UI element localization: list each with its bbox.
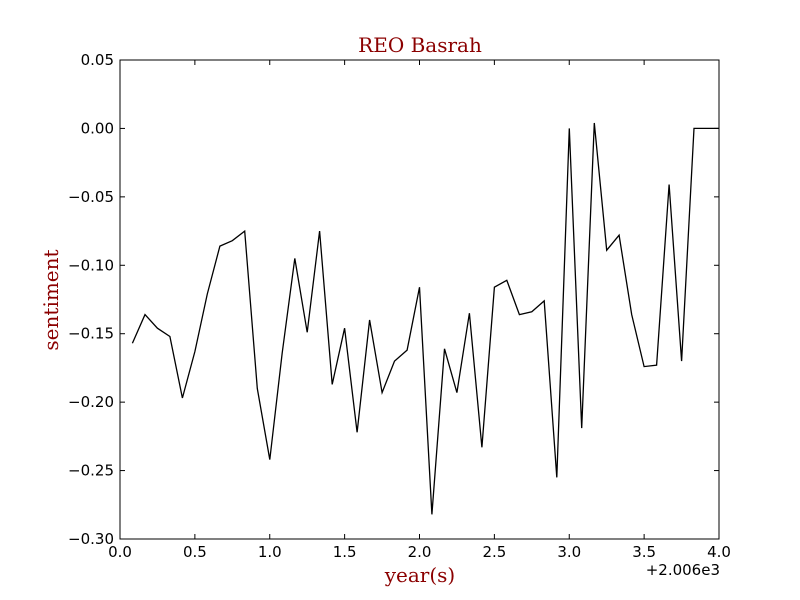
y-tick-label: 0.05 bbox=[81, 51, 114, 69]
x-tick-label: 0.0 bbox=[108, 543, 132, 561]
x-tick-label: 3.5 bbox=[632, 543, 656, 561]
x-tick-label: 2.5 bbox=[482, 543, 506, 561]
x-axis-offset-label: +2.006e3 bbox=[646, 561, 720, 579]
series-line bbox=[131, 122, 719, 515]
x-tick-label: 1.5 bbox=[333, 543, 357, 561]
x-tick-label: 1.0 bbox=[258, 543, 282, 561]
y-tick-label: −0.10 bbox=[68, 256, 114, 274]
y-tick-label: −0.15 bbox=[68, 325, 114, 343]
y-tick-label: −0.20 bbox=[68, 393, 114, 411]
x-tick-label: 3.0 bbox=[557, 543, 581, 561]
y-tick-label: −0.30 bbox=[68, 530, 114, 548]
y-tick-label: −0.05 bbox=[68, 188, 114, 206]
x-tick-label: 4.0 bbox=[707, 543, 731, 561]
tick-labels: 0.0 0.5 1.0 1.5 2.0 2.5 3.0 3.5 4.0 0.05 0.00 −0.05… bbox=[68, 51, 731, 561]
chart-title: REO Basrah bbox=[358, 33, 482, 57]
y-tick-label: 0.00 bbox=[81, 119, 114, 137]
y-axis-label: sentiment bbox=[39, 249, 63, 350]
x-tick-label: 2.0 bbox=[408, 543, 432, 561]
x-tick-label: 0.5 bbox=[183, 543, 207, 561]
x-axis-label: year(s) bbox=[384, 563, 456, 587]
y-tick-label: −0.25 bbox=[68, 462, 114, 480]
axis-ticks bbox=[119, 59, 720, 540]
